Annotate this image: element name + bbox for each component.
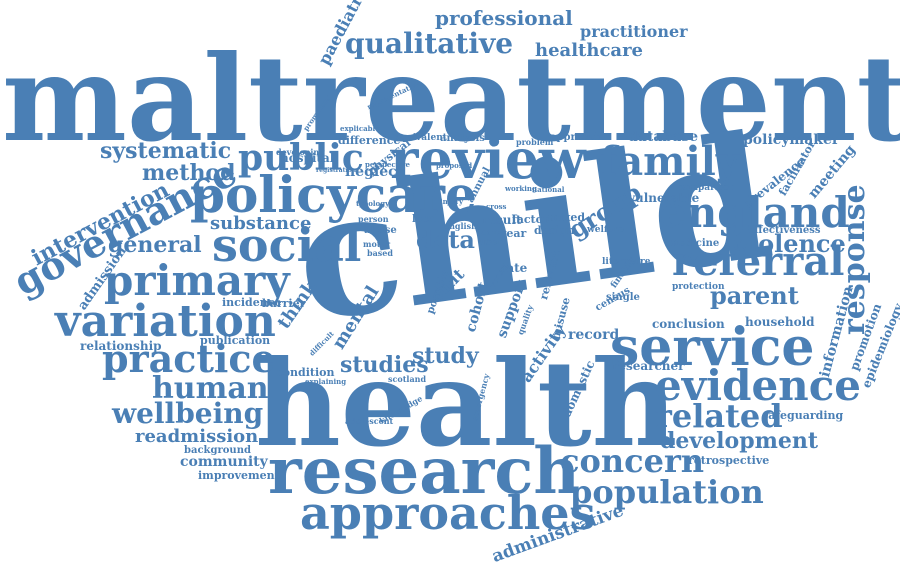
word-effectiveness: effectiveness (748, 226, 821, 236)
word-household: household (745, 316, 815, 328)
word-family: family (600, 142, 739, 182)
word-team: team (478, 228, 500, 236)
word-explicable: explicable (340, 125, 380, 132)
word-population: population (570, 476, 764, 508)
word-systematic: systematic (100, 140, 231, 162)
word-registration: registration (316, 168, 356, 174)
word-protection: protection (672, 283, 725, 292)
word-working: working (505, 185, 537, 192)
word-problem: problem (516, 138, 553, 146)
word-retrospective: retrospective (688, 455, 769, 466)
word-user: user (478, 238, 503, 248)
word-literature: literature (602, 258, 650, 267)
word-design: design (534, 225, 575, 236)
word-vulnerable: vulnerable (628, 192, 699, 204)
word-relationship: relationship (80, 340, 162, 352)
word-comparison: comparison (677, 184, 736, 193)
word-proposed: proposed (436, 162, 472, 169)
word-year: year (500, 228, 526, 239)
word-qualitative: qualitative (345, 30, 513, 58)
word-conclusion: conclusion (652, 318, 725, 330)
word-human: human (152, 374, 269, 404)
word-cross: cross (486, 203, 507, 210)
word-person: person (358, 215, 389, 223)
word-improvement: improvement (198, 470, 280, 481)
word-mixed: mixed (548, 212, 585, 223)
word-local: local (412, 215, 439, 225)
word-background: background (184, 446, 251, 456)
word-substance: substance (210, 215, 311, 233)
word-difference: difference (338, 135, 400, 146)
word-barrier: barrier (262, 298, 305, 309)
word-study: study (412, 345, 479, 367)
word-explaining: explaining (305, 378, 346, 385)
word-developing: developing (276, 148, 325, 156)
word-medicine: medicine (668, 239, 719, 249)
word-perspective: perspective (365, 161, 410, 168)
word-publication: publication (200, 335, 270, 346)
word-abuse: abuse (364, 226, 397, 236)
word-motor: motor (363, 240, 390, 248)
word-based: based (367, 249, 393, 257)
word-development: development (660, 430, 818, 452)
word-database: database (628, 130, 698, 144)
word-record: record (568, 328, 619, 342)
word-injury: injury (440, 198, 463, 205)
word-data: data (416, 228, 475, 252)
word-readmission: readmission (135, 428, 258, 446)
word-typology: typology (356, 200, 389, 207)
word-approach: approach (550, 133, 602, 143)
word-community: community (180, 455, 268, 469)
word-welfare: welfare (587, 226, 624, 235)
word-policymaker: policymaker (743, 133, 839, 147)
word-healthcare: healthcare (535, 42, 643, 60)
word-scotland: scotland (388, 375, 426, 383)
word-safeguarding: safeguarding (762, 410, 843, 421)
word-english: english (444, 222, 477, 230)
word-practitioner: practitioner (580, 24, 688, 40)
word-researcher: researcher (612, 360, 684, 372)
word-professional: professional (435, 8, 573, 28)
